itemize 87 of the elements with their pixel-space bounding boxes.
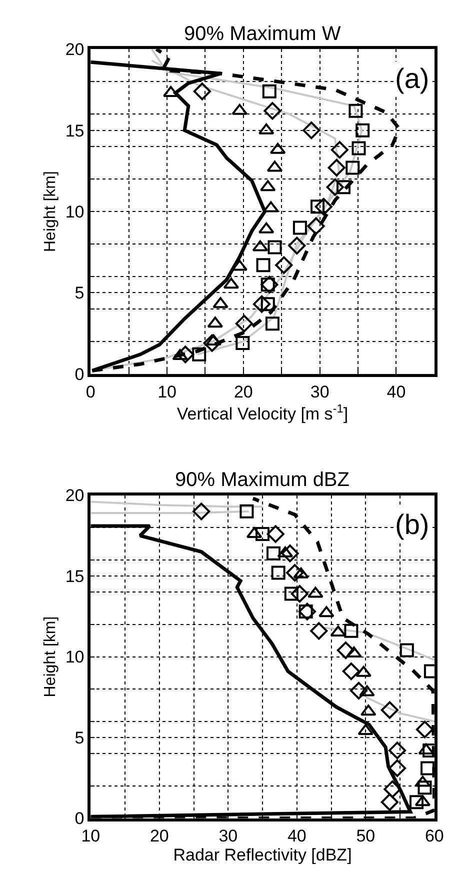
point [284, 586, 298, 601]
point [388, 759, 406, 777]
point [310, 622, 328, 640]
point [235, 314, 253, 332]
point [281, 544, 299, 562]
point [290, 584, 308, 603]
y-axis-title: Height [km] [42, 171, 60, 252]
point [342, 662, 360, 680]
point [240, 504, 254, 518]
point [256, 258, 270, 272]
point [236, 336, 250, 350]
point [264, 102, 282, 120]
x-tick-label: 20 [234, 382, 253, 402]
point [346, 160, 360, 175]
point [286, 564, 304, 582]
point [260, 276, 278, 294]
point [420, 761, 434, 776]
point [212, 297, 228, 308]
point [203, 334, 221, 352]
y-tick-label: 10 [65, 648, 84, 667]
point [271, 566, 286, 580]
point [326, 178, 344, 196]
x-tick-label: 40 [287, 826, 306, 846]
x-axis-title: Radar Reflectivity [dBZ] [173, 846, 352, 865]
x-tick-label: 40 [386, 382, 406, 402]
point [298, 602, 316, 620]
y-tick-label: 5 [74, 284, 84, 303]
point [192, 502, 210, 520]
x-tick-label: 10 [158, 382, 177, 402]
point [192, 347, 206, 362]
point [307, 217, 325, 235]
y-tick-label: 20 [65, 486, 84, 506]
point [380, 701, 399, 719]
x-tick-label: 30 [310, 382, 330, 402]
x-axis-title: Vertical Velocity [m s$^{-1}$] [176, 401, 348, 424]
y-tick-label: 15 [65, 566, 84, 586]
point [350, 682, 368, 700]
point [388, 742, 406, 760]
point [262, 84, 276, 98]
point [352, 141, 366, 156]
point [292, 220, 307, 235]
chart-title: 90% Maximum W [184, 23, 341, 45]
y-axis-title: Height [km] [42, 616, 60, 698]
point [346, 646, 362, 658]
x-tick-label: 50 [356, 826, 376, 846]
point [418, 780, 432, 795]
point [268, 240, 282, 254]
y-tick-label: 0 [74, 809, 84, 828]
chart-title: 90% Maximum dBZ [175, 469, 350, 491]
point [308, 586, 324, 598]
point [302, 122, 320, 140]
point [380, 793, 399, 811]
point [318, 606, 334, 618]
point [336, 642, 355, 660]
point [275, 256, 293, 274]
annotation: (b) [395, 509, 430, 540]
y-tick-label: 5 [74, 728, 84, 748]
point [266, 546, 281, 560]
point [288, 236, 306, 254]
point [256, 527, 270, 542]
point [330, 141, 348, 159]
x-tick-label: 60 [424, 826, 444, 846]
y-tick-label: 0 [74, 364, 84, 384]
point [172, 349, 188, 360]
y-tick-label: 20 [65, 40, 84, 60]
point [314, 198, 332, 216]
y-tick-label: 10 [65, 202, 84, 222]
point [293, 567, 309, 578]
point [328, 158, 346, 176]
point [336, 180, 350, 194]
point [265, 316, 280, 331]
point [266, 525, 284, 543]
point [348, 104, 363, 118]
point [400, 643, 414, 658]
x-tick-label: 30 [218, 826, 238, 846]
point [410, 795, 424, 810]
point [193, 82, 211, 100]
point [359, 685, 375, 696]
point [384, 780, 402, 798]
point [356, 123, 370, 138]
point [344, 624, 358, 638]
y-tick-label: 15 [65, 121, 84, 140]
point [176, 346, 194, 364]
x-tick-label: 20 [150, 826, 169, 846]
annotation: (a) [395, 63, 430, 94]
point [416, 720, 434, 738]
point [252, 295, 271, 313]
